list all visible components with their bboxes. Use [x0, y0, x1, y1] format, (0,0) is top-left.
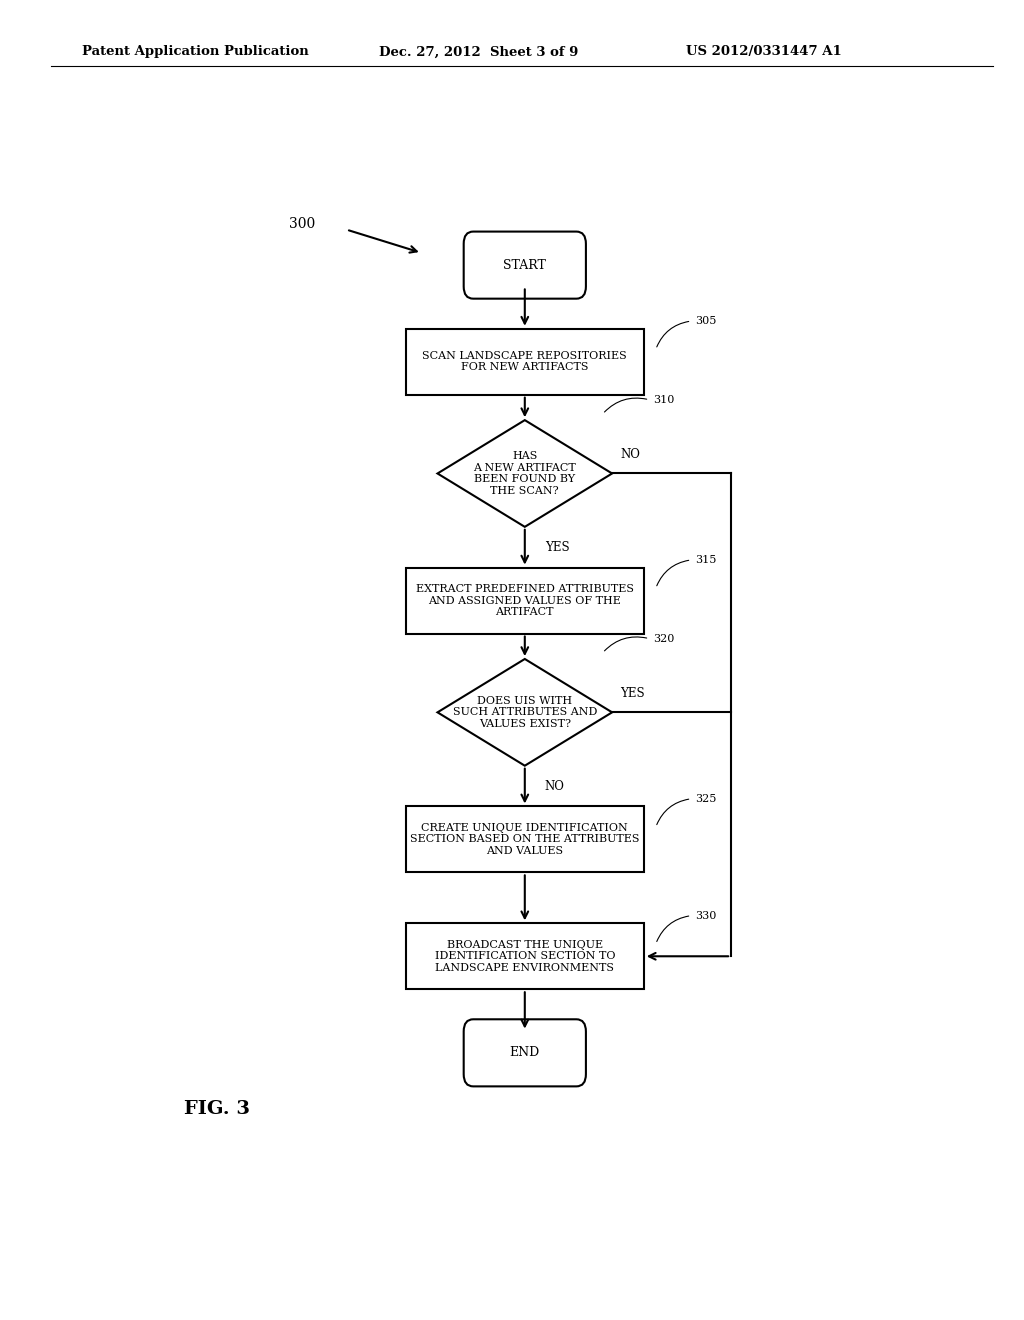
Text: CREATE UNIQUE IDENTIFICATION
SECTION BASED ON THE ATTRIBUTES
AND VALUES: CREATE UNIQUE IDENTIFICATION SECTION BAS… [410, 822, 640, 855]
Text: 325: 325 [695, 793, 717, 804]
Text: START: START [504, 259, 546, 272]
Text: 310: 310 [653, 395, 675, 405]
Bar [406, 329, 644, 395]
Text: 315: 315 [695, 554, 717, 565]
Text: 320: 320 [653, 634, 675, 644]
Text: YES: YES [545, 541, 569, 553]
Text: Dec. 27, 2012  Sheet 3 of 9: Dec. 27, 2012 Sheet 3 of 9 [379, 45, 579, 58]
Text: NO: NO [545, 780, 564, 792]
Text: 330: 330 [695, 911, 717, 920]
Text: END: END [510, 1047, 540, 1060]
Text: EXTRACT PREDEFINED ATTRIBUTES
AND ASSIGNED VALUES OF THE
ARTIFACT: EXTRACT PREDEFINED ATTRIBUTES AND ASSIGN… [416, 583, 634, 618]
Text: YES: YES [620, 688, 645, 700]
Text: US 2012/0331447 A1: US 2012/0331447 A1 [686, 45, 842, 58]
Text: BROADCAST THE UNIQUE
IDENTIFICATION SECTION TO
LANDSCAPE ENVIRONMENTS: BROADCAST THE UNIQUE IDENTIFICATION SECT… [434, 940, 615, 973]
Text: 305: 305 [695, 315, 717, 326]
Text: FIG. 3: FIG. 3 [183, 1100, 250, 1118]
Text: HAS
A NEW ARTIFACT
BEEN FOUND BY
THE SCAN?: HAS A NEW ARTIFACT BEEN FOUND BY THE SCA… [473, 451, 577, 496]
Text: Patent Application Publication: Patent Application Publication [82, 45, 308, 58]
Text: SCAN LANDSCAPE REPOSITORIES
FOR NEW ARTIFACTS: SCAN LANDSCAPE REPOSITORIES FOR NEW ARTI… [423, 351, 627, 372]
Polygon shape [437, 659, 612, 766]
Text: DOES UIS WITH
SUCH ATTRIBUTES AND
VALUES EXIST?: DOES UIS WITH SUCH ATTRIBUTES AND VALUES… [453, 696, 597, 729]
Bar [406, 923, 644, 989]
FancyBboxPatch shape [464, 231, 586, 298]
Bar [406, 568, 644, 634]
FancyBboxPatch shape [464, 1019, 586, 1086]
Text: 300: 300 [290, 218, 315, 231]
Polygon shape [437, 420, 612, 527]
Text: NO: NO [620, 449, 640, 461]
Bar [406, 807, 644, 873]
